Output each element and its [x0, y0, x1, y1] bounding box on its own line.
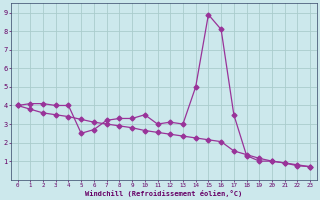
X-axis label: Windchill (Refroidissement éolien,°C): Windchill (Refroidissement éolien,°C) [85, 190, 243, 197]
